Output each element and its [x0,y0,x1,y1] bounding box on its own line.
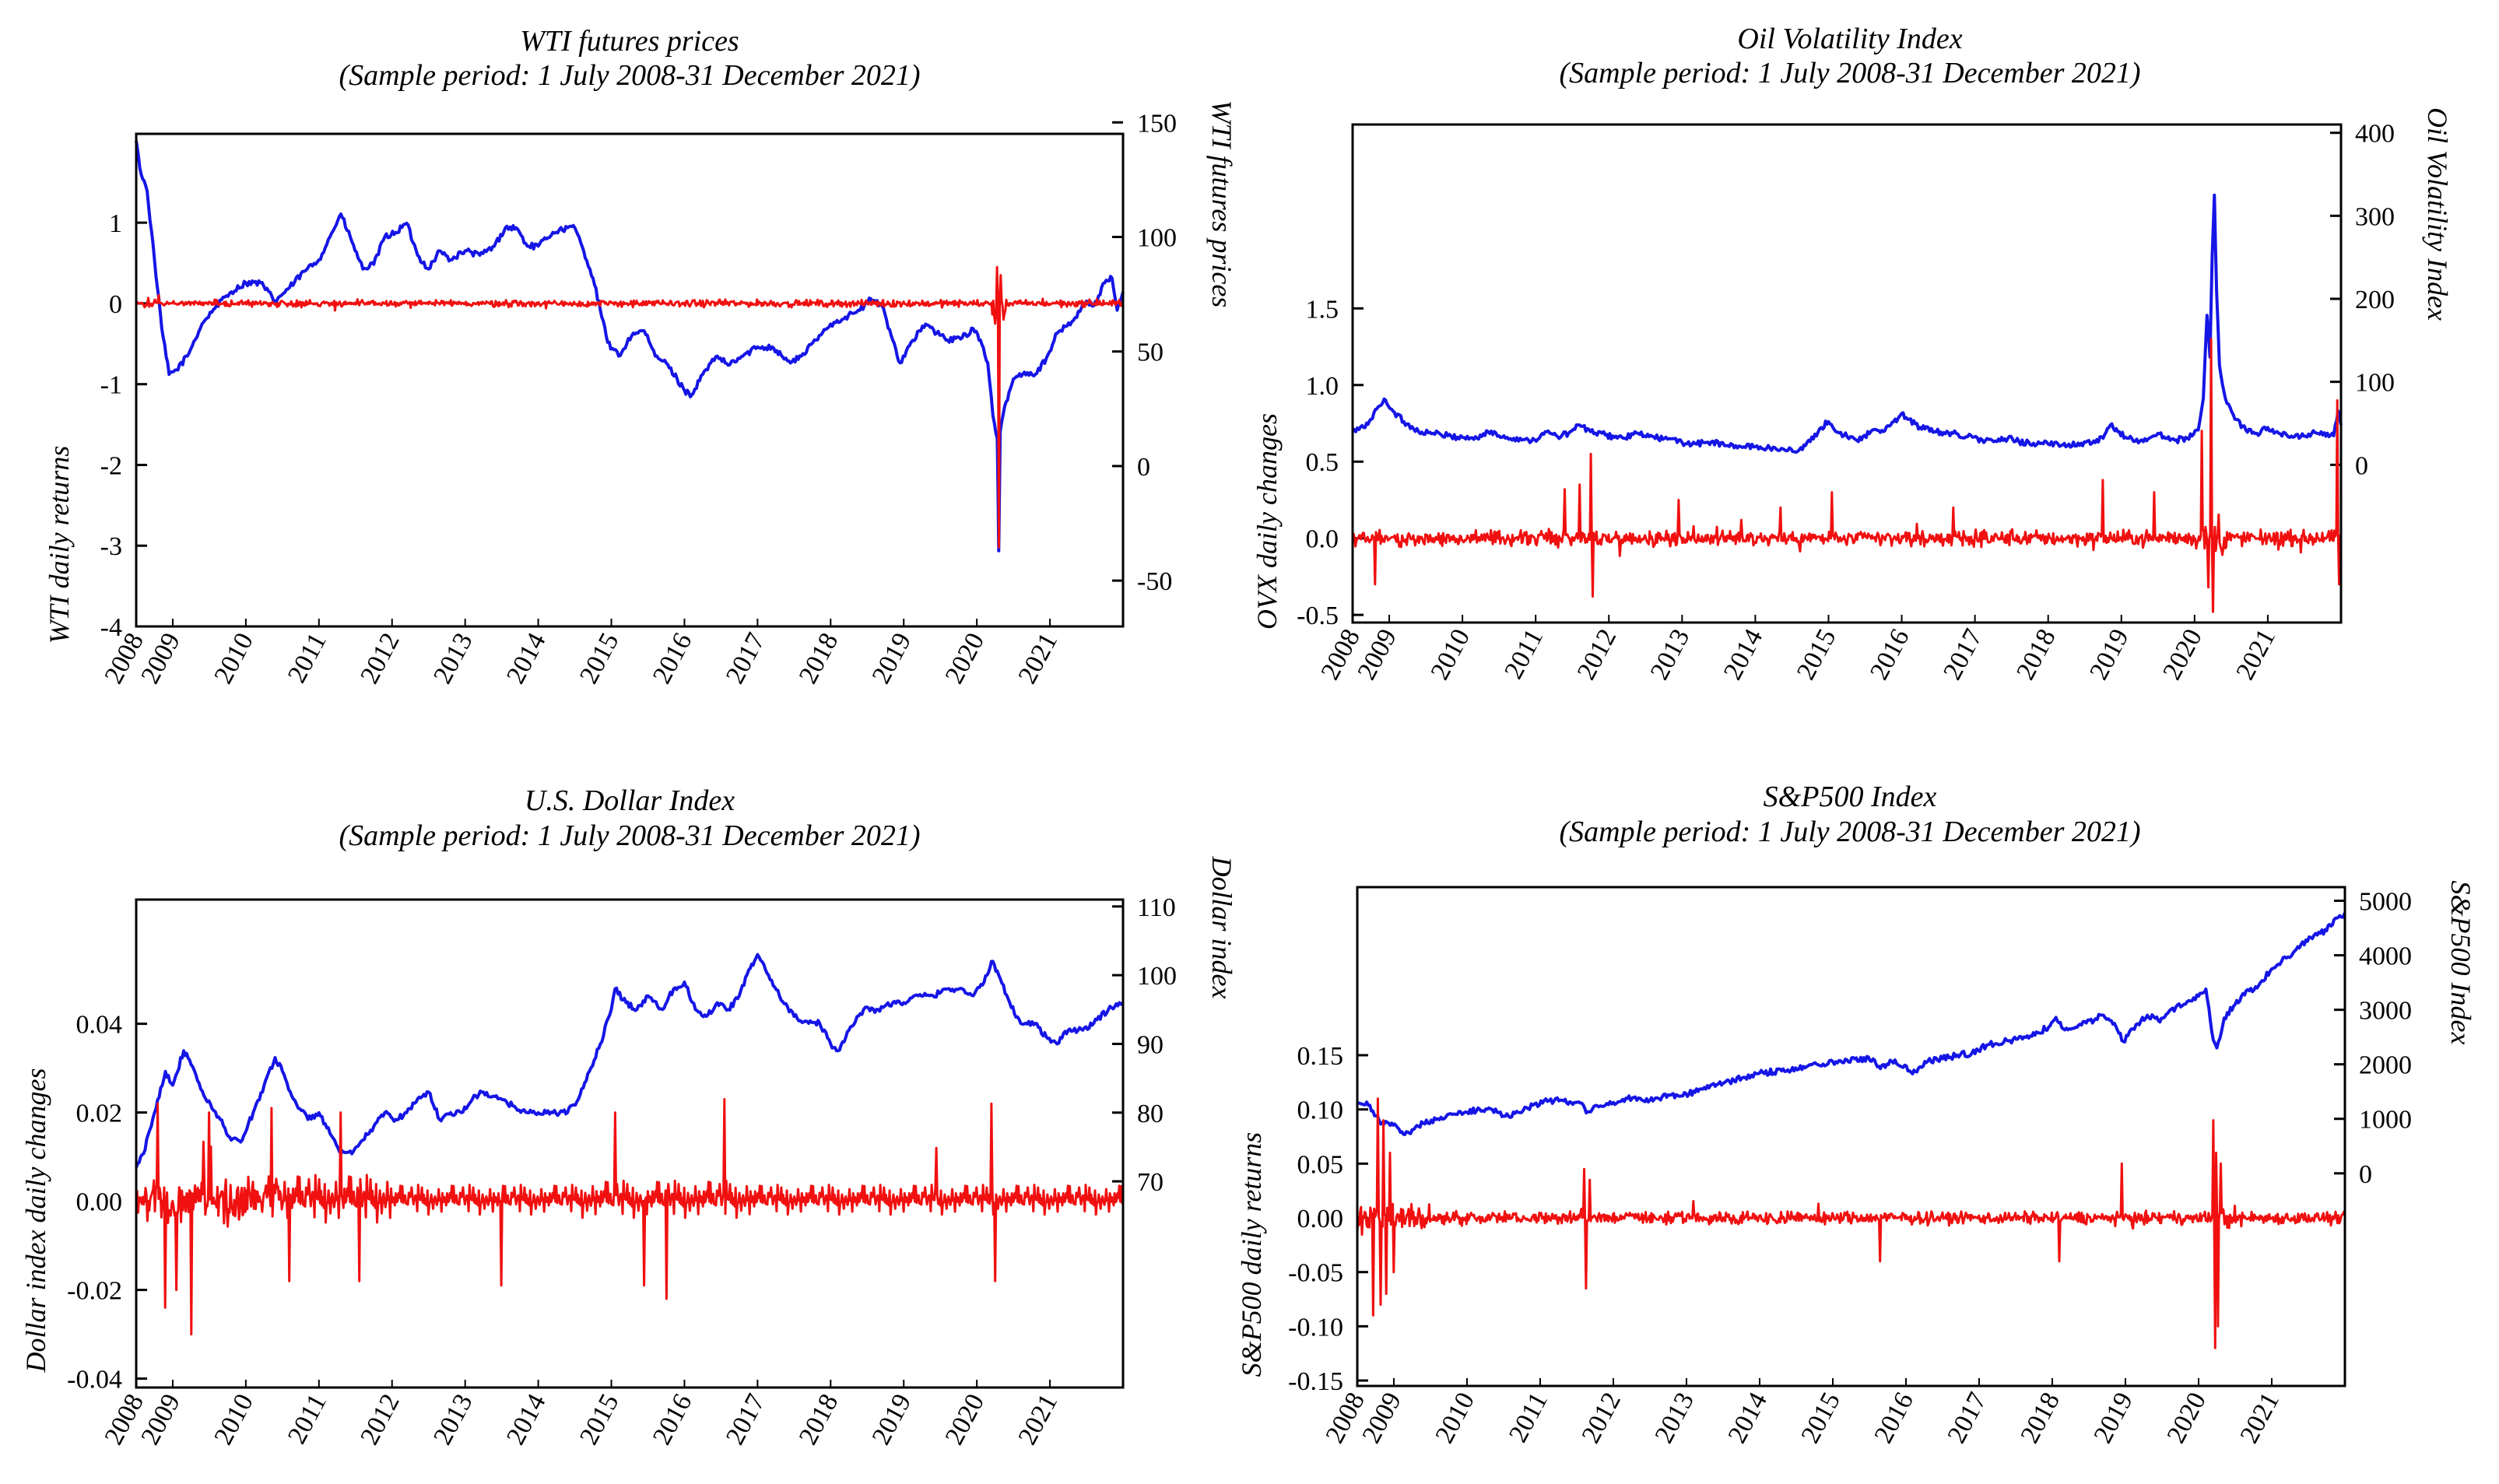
right-tick-label: 400 [2355,120,2395,149]
left-tick-label: 1 [109,209,122,238]
left-tick-label: 0.0 [1306,525,1339,554]
right-tick-label: 110 [1137,893,1176,922]
right-tick-label: 3000 [2359,997,2412,1026]
chart-title: U.S. Dollar Index [525,784,735,817]
left-tick-label: -1 [100,371,122,400]
right-axis-label: S&P500 Index [2445,881,2476,1045]
left-tick-label: -0.05 [1288,1259,1343,1288]
chart-subtitle: (Sample period: 1 July 2008-31 December … [339,819,920,852]
left-tick-label: 0.05 [1297,1150,1344,1179]
change-series-line [1356,1097,2346,1349]
left-axis-label: S&P500 daily returns [1236,1132,1267,1377]
left-axis-label: Dollar index daily changes [20,1068,51,1373]
left-tick-label: 1.0 [1306,372,1339,401]
right-tick-label: 2000 [2359,1051,2412,1080]
left-tick-label: 0 [109,290,122,319]
left-tick-label: -3 [100,532,122,561]
right-tick-label: 0 [2359,1160,2372,1189]
left-tick-label: -0.5 [1297,602,1339,630]
price-series-line [135,140,1125,553]
chart-subtitle: (Sample period: 1 July 2008-31 December … [1559,816,2140,848]
left-tick-label: 1.5 [1306,295,1339,324]
price-series-line [1351,193,2343,454]
right-tick-label: 0 [1137,453,1150,482]
change-series-line [135,265,1125,549]
price-series-line [1357,912,2346,1136]
right-tick-label: 50 [1137,339,1164,367]
right-axis-label: Oil Volatility Index [2422,107,2453,321]
right-tick-label: 200 [2355,286,2395,314]
chart-subtitle: (Sample period: 1 July 2008-31 December … [1559,57,2140,89]
right-axis-label: Dollar index [1206,856,1237,999]
right-tick-label: -50 [1137,567,1172,596]
right-tick-label: 0 [2355,451,2368,480]
left-tick-label: -0.04 [67,1366,122,1395]
chart-title: WTI futures prices [520,25,739,58]
right-axis-label: WTI futures prices [1206,100,1237,308]
left-tick-label: -0.15 [1288,1367,1343,1396]
left-tick-label: 0.00 [76,1188,123,1217]
right-tick-label: 70 [1137,1168,1164,1197]
left-tick-label: 0.10 [1297,1096,1344,1125]
plot-area-frame [1351,123,2343,624]
right-tick-label: 90 [1137,1030,1164,1059]
chart-title: Oil Volatility Index [1737,23,1962,55]
right-tick-label: 5000 [2359,888,2412,917]
right-tick-label: 1000 [2359,1106,2412,1135]
right-tick-label: 100 [1137,223,1177,252]
left-tick-label: 0.5 [1306,448,1339,477]
chart-subtitle: (Sample period: 1 July 2008-31 December … [339,59,920,92]
chart-title: S&P500 Index [1764,781,1937,813]
left-tick-label: 0.00 [1297,1205,1344,1233]
right-tick-label: 100 [1137,962,1177,991]
right-tick-label: 80 [1137,1100,1164,1128]
right-tick-label: 4000 [2359,942,2412,971]
left-tick-label: -0.10 [1288,1313,1343,1342]
plot-area-frame [1356,886,2346,1388]
right-tick-label: 150 [1137,109,1177,138]
change-series-line [135,1098,1125,1336]
left-axis-label: OVX daily changes [1251,413,1283,630]
left-tick-label: -2 [100,451,122,480]
right-tick-label: 100 [2355,369,2395,398]
change-series-line [1351,338,2343,613]
plot-area-frame [135,898,1125,1389]
left-axis-label: WTI daily returns [44,446,75,644]
left-tick-label: 0.02 [76,1100,123,1128]
left-tick-label: -4 [100,613,122,642]
right-tick-label: 300 [2355,202,2395,231]
left-tick-label: 0.15 [1297,1042,1344,1071]
plot-area-frame [135,132,1125,628]
left-tick-label: 0.04 [76,1011,123,1040]
price-series-line [135,952,1125,1169]
left-tick-label: -0.02 [67,1277,122,1306]
